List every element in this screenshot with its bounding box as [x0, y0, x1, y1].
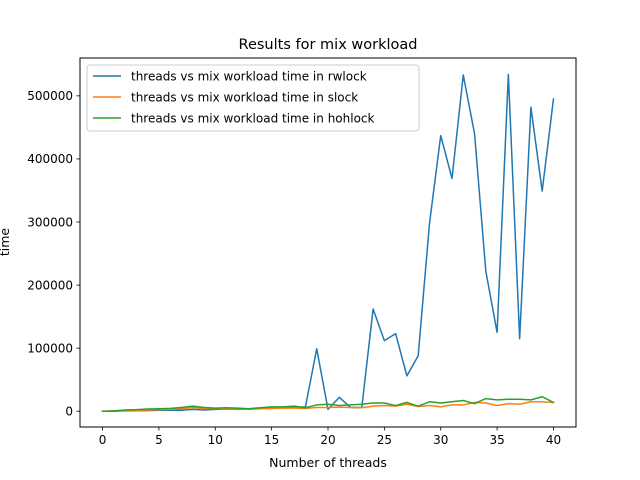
x-tick-label: 15: [264, 433, 279, 447]
y-tick-label: 0: [65, 405, 73, 419]
legend-box: [86, 64, 420, 132]
y-tick-label: 200000: [27, 278, 73, 292]
legend-label-1: threads vs mix workload time in rwlock: [131, 69, 367, 83]
series-lines: [101, 73, 555, 413]
y-axis-ticks: 0 100000 200000 300000 400000 500000: [27, 89, 80, 419]
x-tick-label: 0: [99, 433, 107, 447]
x-tick-label: 30: [433, 433, 448, 447]
x-tick-label: 5: [155, 433, 163, 447]
x-axis-label: Number of threads: [269, 455, 387, 470]
y-axis-label: time: [0, 228, 12, 257]
x-tick-label: 40: [546, 433, 561, 447]
x-axis-ticks: 0 5 10 15 20 25 30 35 40: [99, 427, 561, 447]
plot-frame: [79, 57, 577, 428]
x-tick-label: 20: [320, 433, 335, 447]
y-tick-label: 400000: [27, 152, 73, 166]
legend-label-3: threads vs mix workload time in hohlock: [131, 111, 375, 125]
y-tick-label: 300000: [27, 215, 73, 229]
chart-title: Results for mix workload: [239, 37, 418, 53]
y-tick-label: 500000: [27, 89, 73, 103]
series-line-1: [101, 73, 555, 412]
legend-label-2: threads vs mix workload time in slock: [131, 90, 358, 104]
y-tick-label: 100000: [27, 341, 73, 355]
x-tick-label: 25: [377, 433, 392, 447]
legend: threads vs mix workload time in rwlock th…: [86, 64, 420, 132]
x-tick-label: 35: [489, 433, 504, 447]
x-tick-label: 10: [208, 433, 223, 447]
series-line-3: [101, 395, 555, 413]
